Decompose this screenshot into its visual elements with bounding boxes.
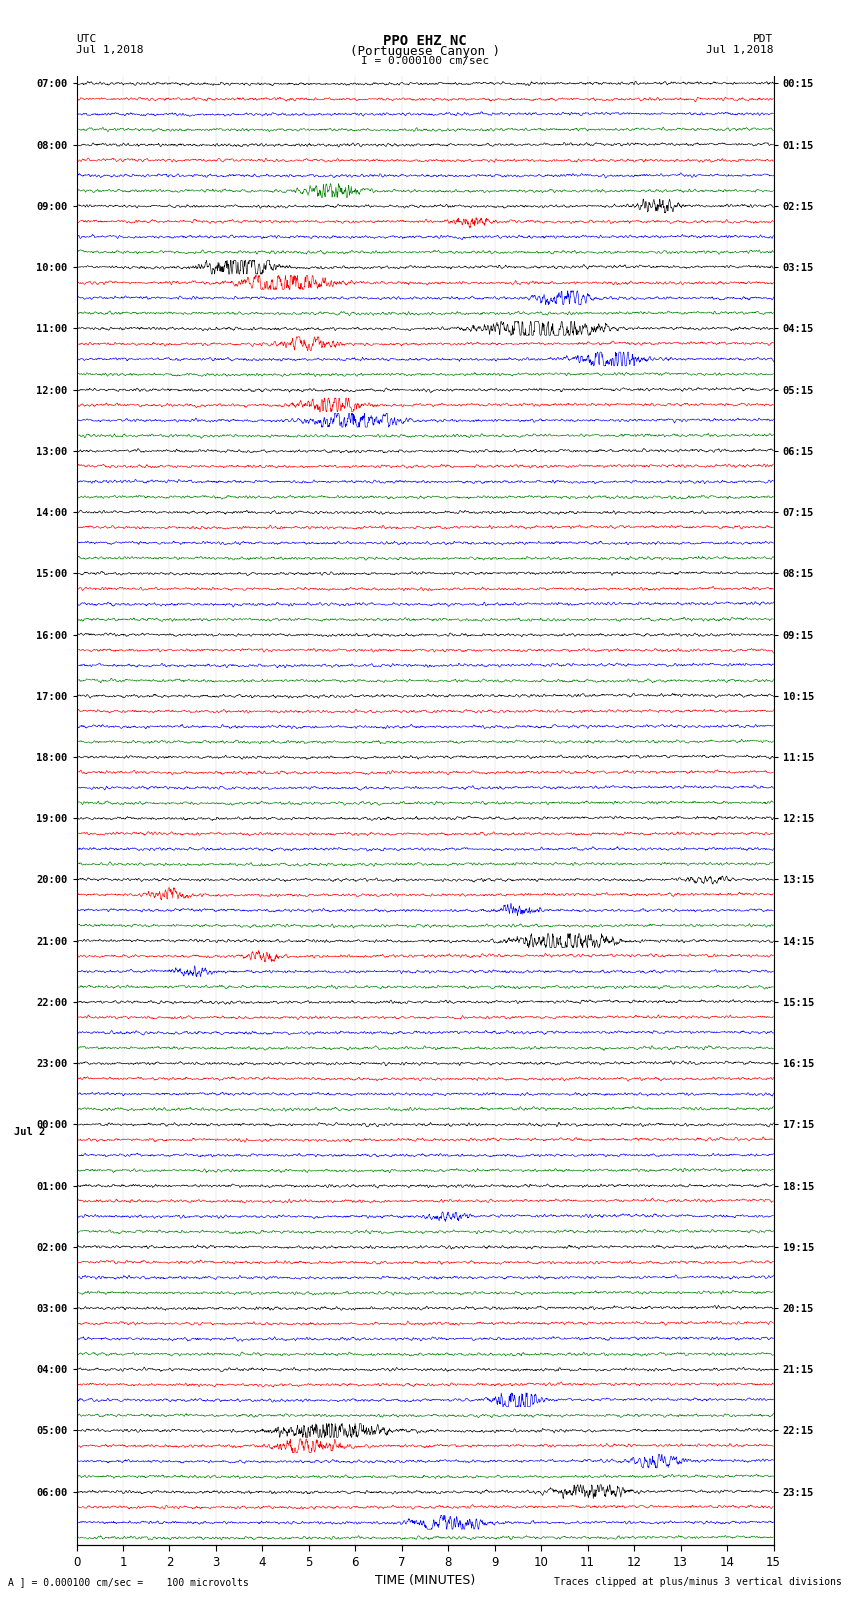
Text: A ] = 0.000100 cm/sec =    100 microvolts: A ] = 0.000100 cm/sec = 100 microvolts — [8, 1578, 249, 1587]
Text: I = 0.000100 cm/sec: I = 0.000100 cm/sec — [361, 56, 489, 66]
Text: (Portuguese Canyon ): (Portuguese Canyon ) — [350, 45, 500, 58]
Text: Jul 1,2018: Jul 1,2018 — [706, 45, 774, 55]
X-axis label: TIME (MINUTES): TIME (MINUTES) — [375, 1574, 475, 1587]
Text: PPO EHZ NC: PPO EHZ NC — [383, 34, 467, 48]
Text: UTC: UTC — [76, 34, 97, 44]
Text: Jul 2: Jul 2 — [14, 1127, 45, 1137]
Text: Traces clipped at plus/minus 3 vertical divisions: Traces clipped at plus/minus 3 vertical … — [553, 1578, 842, 1587]
Text: Jul 1,2018: Jul 1,2018 — [76, 45, 144, 55]
Text: PDT: PDT — [753, 34, 774, 44]
